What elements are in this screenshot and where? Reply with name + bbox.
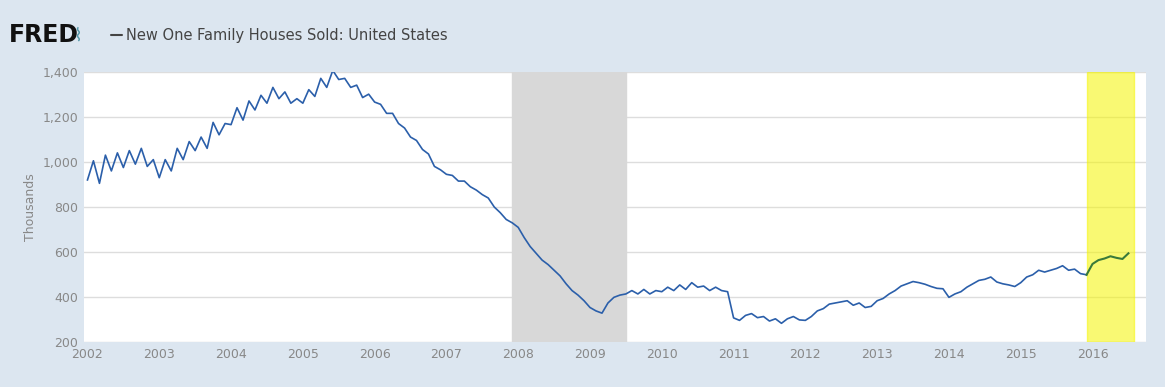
Text: FRED: FRED (9, 23, 79, 47)
Text: ⌇: ⌇ (73, 26, 83, 44)
Bar (513, 72, 626, 342)
Bar (1087, 72, 1135, 342)
Y-axis label: Thousands: Thousands (24, 173, 37, 241)
Text: New One Family Houses Sold: United States: New One Family Houses Sold: United State… (126, 27, 447, 43)
